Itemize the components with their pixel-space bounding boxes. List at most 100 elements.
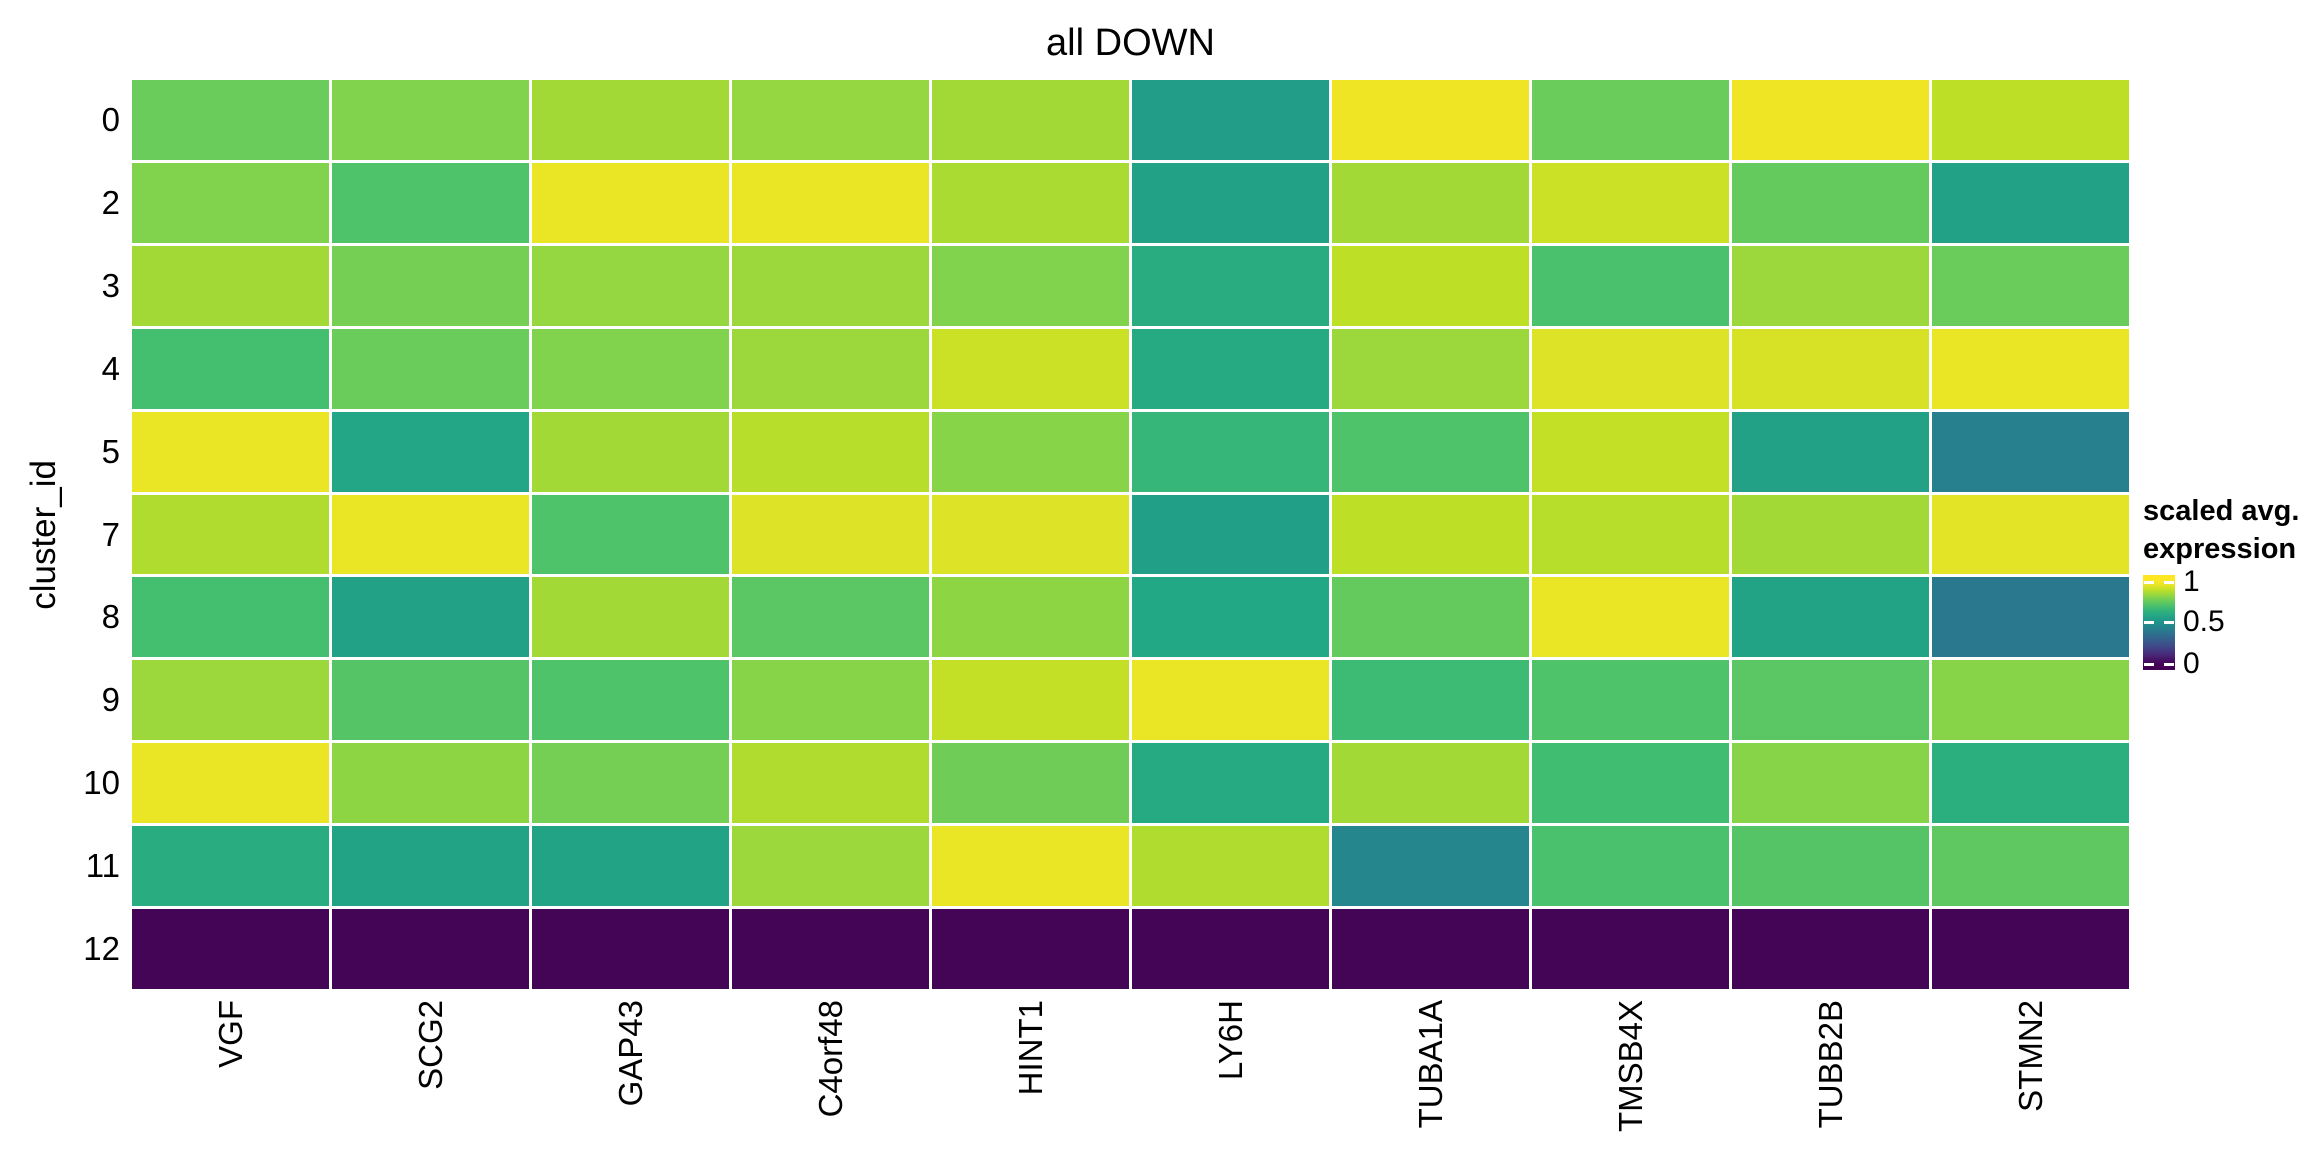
y-tick-label: 8 bbox=[101, 598, 120, 636]
heatmap-cell bbox=[1332, 826, 1529, 907]
heatmap-cell bbox=[1532, 328, 1729, 409]
heatmap-cell bbox=[932, 80, 1129, 160]
heatmap-cell bbox=[132, 328, 329, 409]
heatmap-cell bbox=[1732, 660, 1929, 741]
heatmap-grid bbox=[132, 80, 2129, 989]
heatmap-cell bbox=[932, 577, 1129, 658]
heatmap-cell bbox=[1932, 743, 2129, 824]
heatmap-cell bbox=[932, 660, 1129, 741]
heatmap-cell bbox=[532, 660, 729, 741]
y-tick-label: 5 bbox=[101, 432, 120, 470]
heatmap-cell bbox=[532, 909, 729, 989]
legend-tick-mark bbox=[2144, 662, 2154, 666]
heatmap-cell bbox=[1332, 577, 1529, 658]
heatmap-cell bbox=[332, 328, 529, 409]
heatmap-cell bbox=[1132, 411, 1329, 492]
heatmap-cell bbox=[1332, 909, 1529, 989]
heatmap-cell bbox=[132, 577, 329, 658]
legend-title-line-2: expression bbox=[2143, 533, 2297, 565]
heatmap-cell bbox=[1732, 245, 1929, 326]
heatmap-cell bbox=[1132, 328, 1329, 409]
heatmap-cell bbox=[732, 494, 929, 575]
x-tick-label: C4orf48 bbox=[732, 1000, 929, 1152]
heatmap-cell bbox=[932, 245, 1129, 326]
heatmap-cell bbox=[532, 743, 729, 824]
legend-gradient-bar-wrap: 1 0.5 0 bbox=[2143, 565, 2225, 680]
heatmap-cell bbox=[532, 245, 729, 326]
legend-tick-label: 1 bbox=[2183, 565, 2200, 599]
heatmap-cell bbox=[332, 660, 529, 741]
legend-tick-mark bbox=[2144, 580, 2154, 584]
y-tick-label: 12 bbox=[83, 930, 120, 968]
heatmap-cell bbox=[1732, 826, 1929, 907]
heatmap-cell bbox=[532, 494, 729, 575]
heatmap-cell bbox=[1932, 162, 2129, 243]
x-tick-label-text: TUBB2B bbox=[1811, 1000, 1849, 1129]
heatmap-cell bbox=[532, 80, 729, 160]
heatmap-cell bbox=[1932, 909, 2129, 989]
heatmap-cell bbox=[1532, 743, 1729, 824]
heatmap-cell bbox=[332, 245, 529, 326]
heatmap-cell bbox=[332, 743, 529, 824]
x-tick-label: GAP43 bbox=[532, 1000, 729, 1152]
heatmap-cell bbox=[532, 411, 729, 492]
heatmap-cell bbox=[1732, 909, 1929, 989]
heatmap-cell bbox=[1732, 411, 1929, 492]
heatmap-cell bbox=[1332, 743, 1529, 824]
y-tick-label: 0 bbox=[101, 100, 120, 138]
heatmap-cell bbox=[1932, 660, 2129, 741]
y-tick-label: 7 bbox=[101, 515, 120, 553]
x-tick-label-text: LY6H bbox=[1211, 1000, 1249, 1081]
heatmap-cell bbox=[932, 909, 1129, 989]
heatmap-cell bbox=[132, 909, 329, 989]
heatmap-cell bbox=[732, 162, 929, 243]
x-tick-label: LY6H bbox=[1132, 1000, 1329, 1152]
legend-title-line-1: scaled avg. bbox=[2143, 495, 2300, 527]
x-tick-label-text: TUBA1A bbox=[1411, 1000, 1449, 1129]
x-tick-label: HINT1 bbox=[932, 1000, 1129, 1152]
heatmap-cell bbox=[1132, 494, 1329, 575]
x-tick-label-text: HINT1 bbox=[1011, 1000, 1049, 1096]
x-tick-label-text: VGF bbox=[211, 1000, 249, 1068]
heatmap-cell bbox=[1132, 577, 1329, 658]
legend-tick-label: 0.5 bbox=[2183, 605, 2225, 639]
heatmap-cell bbox=[1732, 743, 1929, 824]
heatmap-cell bbox=[332, 411, 529, 492]
x-tick-label-text: STMN2 bbox=[2011, 1000, 2049, 1112]
heatmap-cell bbox=[732, 577, 929, 658]
heatmap-cell bbox=[1332, 494, 1529, 575]
x-tick-label: TUBB2B bbox=[1732, 1000, 1929, 1152]
heatmap-cell bbox=[132, 411, 329, 492]
x-tick-label-text: C4orf48 bbox=[811, 1000, 849, 1118]
y-tick-label: 4 bbox=[101, 349, 120, 387]
heatmap-cell bbox=[132, 660, 329, 741]
heatmap-cell bbox=[1532, 411, 1729, 492]
heatmap-cell bbox=[932, 162, 1129, 243]
heatmap-cell bbox=[1332, 80, 1529, 160]
x-tick-label-text: GAP43 bbox=[611, 1000, 649, 1107]
heatmap-cell bbox=[1932, 245, 2129, 326]
heatmap-cell bbox=[932, 328, 1129, 409]
heatmap-cell bbox=[1132, 826, 1329, 907]
heatmap-cell bbox=[1332, 328, 1529, 409]
heatmap-cell bbox=[332, 162, 529, 243]
heatmap-cell bbox=[732, 743, 929, 824]
heatmap-cell bbox=[532, 577, 729, 658]
heatmap-cell bbox=[1532, 826, 1729, 907]
heatmap-cell bbox=[1332, 411, 1529, 492]
heatmap-cell bbox=[1332, 660, 1529, 741]
legend-tick-mark bbox=[2164, 620, 2174, 624]
heatmap-cell bbox=[1732, 577, 1929, 658]
x-tick-label: VGF bbox=[132, 1000, 329, 1152]
x-tick-label: TUBA1A bbox=[1332, 1000, 1529, 1152]
legend-tick-label: 0 bbox=[2183, 647, 2200, 680]
heatmap-cell bbox=[532, 162, 729, 243]
heatmap-cell bbox=[1132, 909, 1329, 989]
heatmap-cell bbox=[532, 328, 729, 409]
heatmap-cell bbox=[332, 826, 529, 907]
y-tick-label: 3 bbox=[101, 266, 120, 304]
heatmap-cell bbox=[1732, 328, 1929, 409]
legend: scaled avg. expression 1 0.5 0 bbox=[2143, 492, 2304, 680]
heatmap-cell bbox=[1932, 411, 2129, 492]
